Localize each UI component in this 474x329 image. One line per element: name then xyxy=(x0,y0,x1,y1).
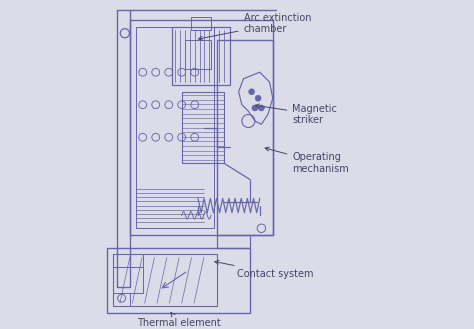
Text: Thermal element: Thermal element xyxy=(137,313,220,328)
Text: Arc extinction
chamber: Arc extinction chamber xyxy=(199,13,311,40)
Bar xyxy=(185,40,211,69)
Bar xyxy=(136,27,214,228)
Bar xyxy=(113,267,143,293)
Text: Operating
mechanism: Operating mechanism xyxy=(265,147,349,174)
Bar xyxy=(113,254,143,267)
Circle shape xyxy=(255,95,261,101)
Bar xyxy=(191,17,211,30)
Bar xyxy=(107,248,250,313)
Bar xyxy=(218,40,273,235)
Text: Magnetic
striker: Magnetic striker xyxy=(255,104,337,125)
Circle shape xyxy=(249,89,255,95)
Bar xyxy=(182,92,224,163)
Text: Contact system: Contact system xyxy=(215,261,313,279)
Circle shape xyxy=(258,105,264,111)
Bar xyxy=(113,293,130,306)
Bar xyxy=(130,20,273,235)
Bar xyxy=(172,27,230,85)
Circle shape xyxy=(252,105,258,111)
Bar xyxy=(113,254,218,306)
